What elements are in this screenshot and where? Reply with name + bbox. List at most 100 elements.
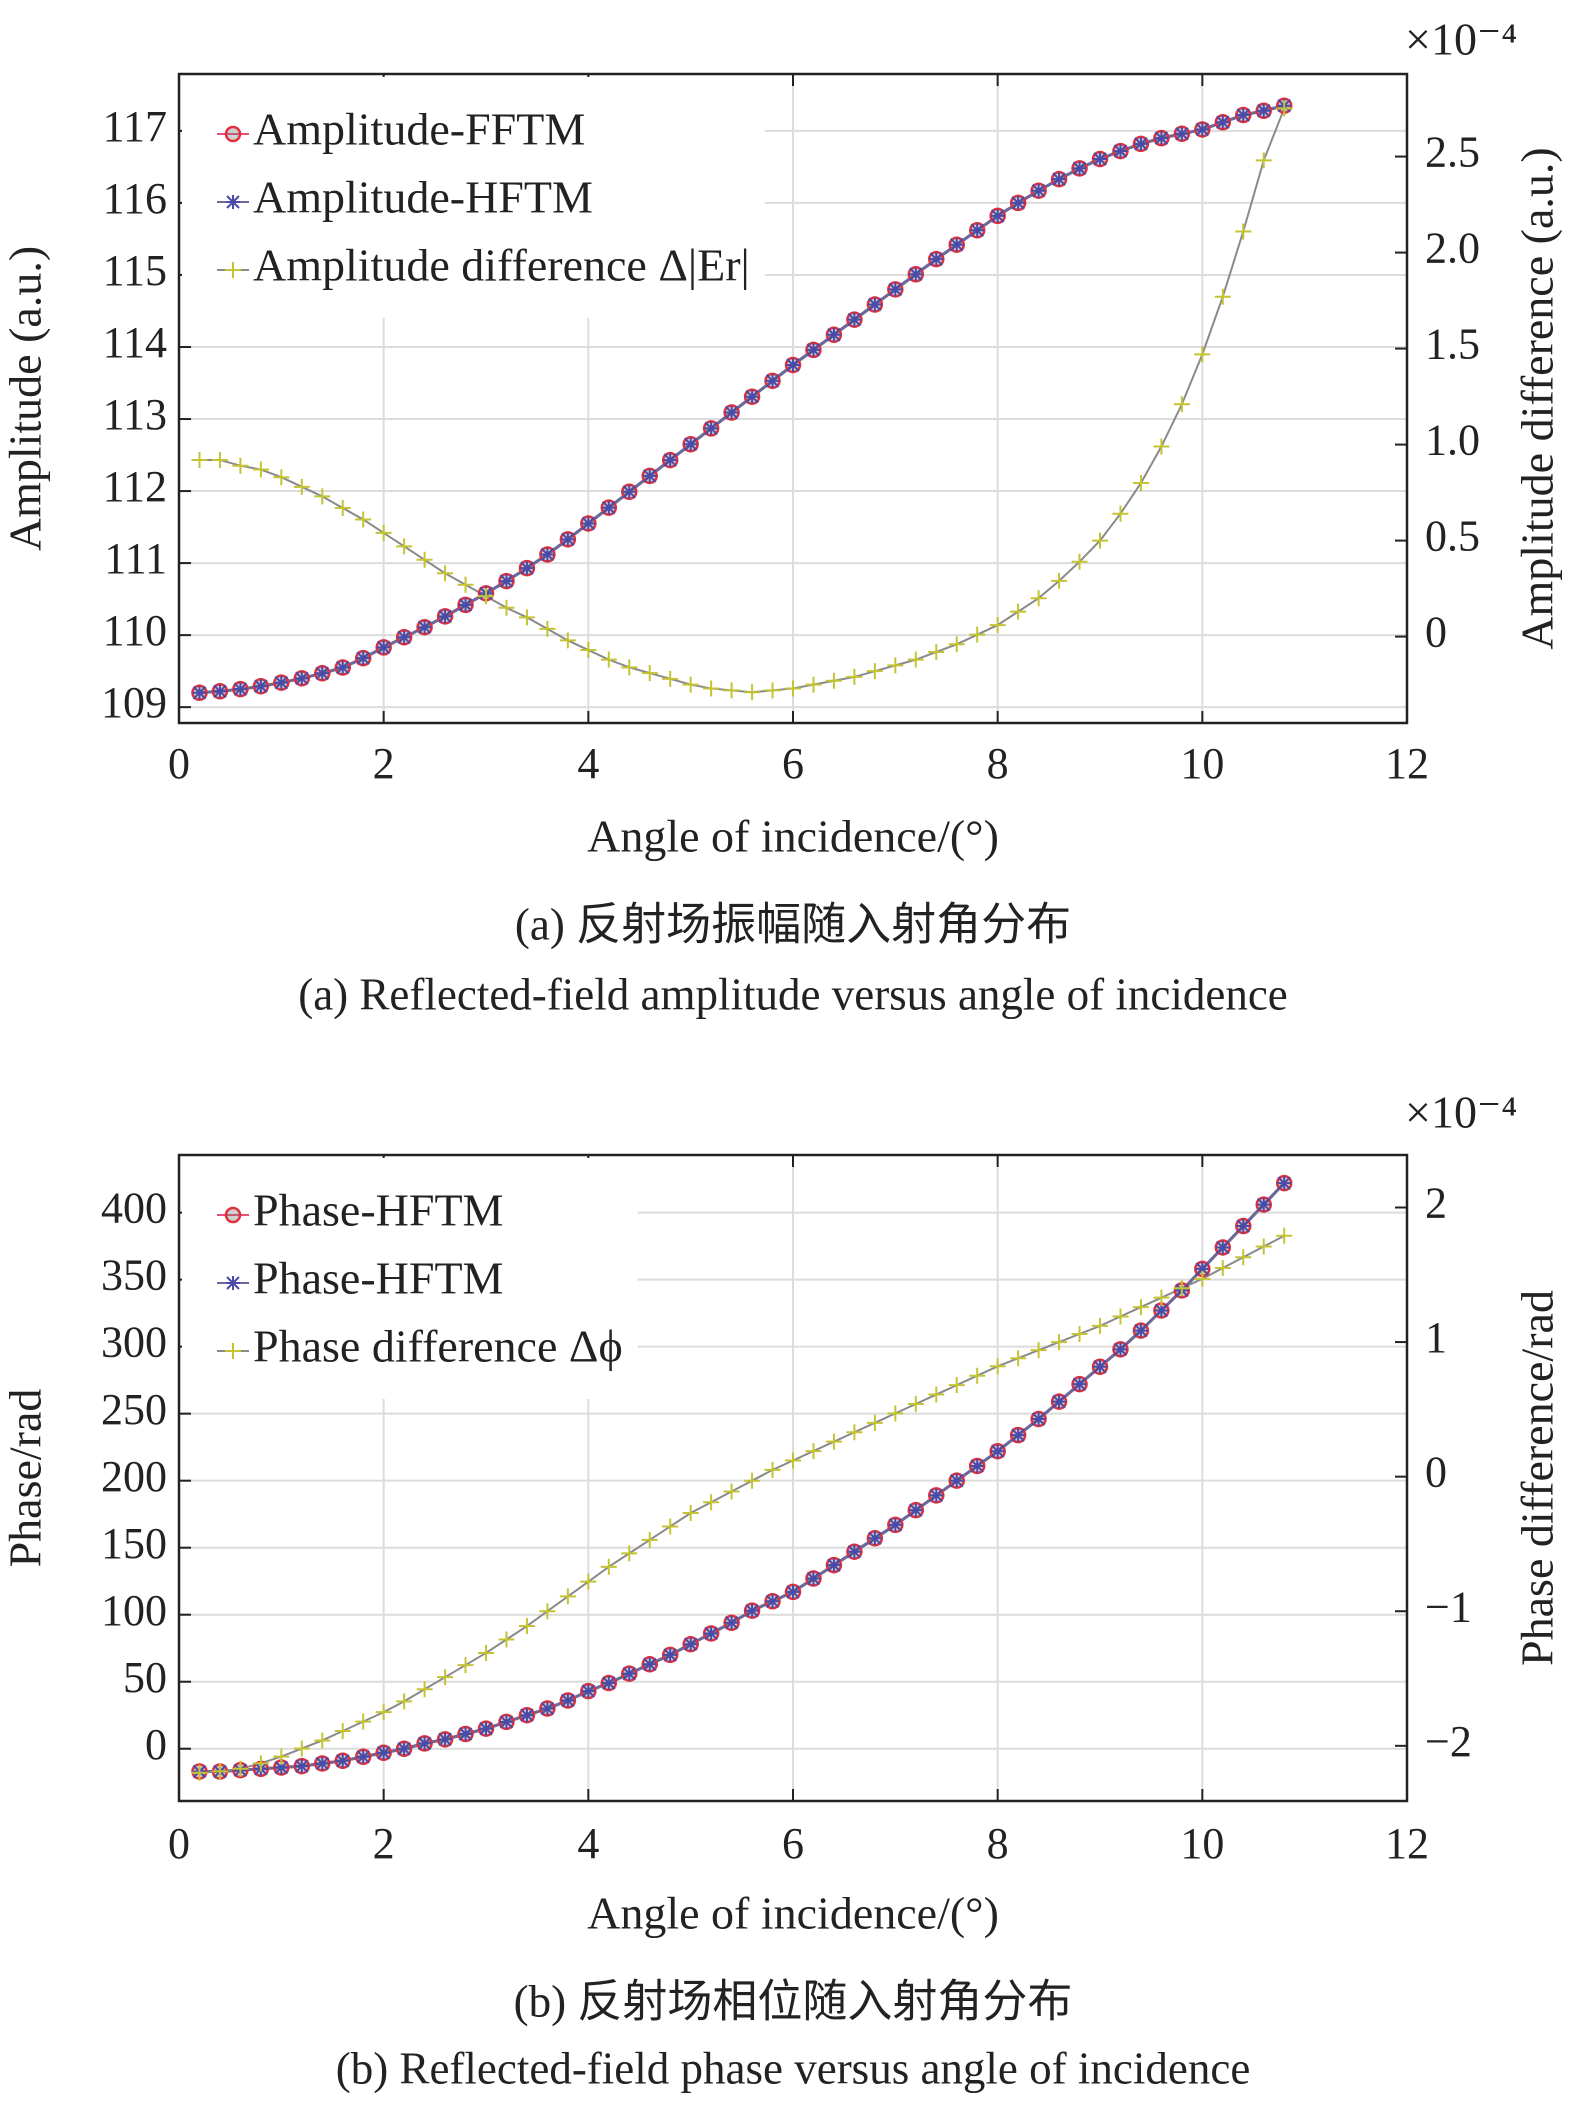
- point: [396, 1693, 413, 1710]
- point: [274, 1760, 289, 1775]
- point: [887, 1405, 904, 1422]
- point: [928, 1386, 945, 1403]
- point: [601, 500, 616, 515]
- point: [1071, 553, 1088, 570]
- x-tick-label: 10: [1180, 1819, 1224, 1868]
- legend-label: Amplitude-FFTM: [253, 104, 585, 155]
- point: [498, 599, 515, 616]
- y-tick-label: 113: [103, 390, 167, 439]
- y2-tick-label: 2.5: [1425, 128, 1480, 177]
- point: [887, 657, 904, 674]
- point: [580, 642, 597, 659]
- x-tick-label: 12: [1385, 1819, 1429, 1868]
- point: [888, 1517, 903, 1532]
- point: [682, 676, 699, 693]
- point: [335, 1753, 350, 1768]
- y-tick-label: 114: [103, 318, 167, 367]
- y-tick-label: 115: [103, 246, 167, 295]
- point: [580, 1573, 597, 1590]
- point: [786, 1584, 800, 1599]
- point: [1030, 1342, 1047, 1359]
- point: [1133, 136, 1148, 151]
- point: [805, 676, 822, 693]
- point: [518, 1618, 535, 1635]
- point: [704, 1626, 719, 1641]
- point: [498, 1631, 515, 1648]
- point: [376, 640, 391, 655]
- point: [293, 478, 310, 495]
- point: [764, 1461, 781, 1478]
- point: [1194, 346, 1211, 363]
- point: [1031, 1412, 1046, 1427]
- point: [990, 208, 1005, 223]
- point: [1112, 505, 1129, 522]
- point: [704, 421, 719, 436]
- point: [866, 1414, 883, 1431]
- point: [294, 1759, 309, 1774]
- caption: (a) 反射场振幅随入射角分布: [515, 899, 1071, 949]
- legend-label: Phase-HFTM: [253, 1253, 503, 1304]
- legend-label: Amplitude difference Δ|Er|: [253, 240, 750, 291]
- point: [600, 1558, 617, 1575]
- y2-multiplier: ×10⁻⁴: [1405, 14, 1517, 65]
- point: [334, 1723, 351, 1740]
- y2-tick-label: 2: [1425, 1179, 1447, 1228]
- point: [417, 1736, 432, 1751]
- point: [989, 1358, 1006, 1375]
- point: [642, 1657, 657, 1672]
- point: [745, 1603, 760, 1618]
- point: [375, 524, 392, 541]
- point: [356, 651, 371, 666]
- point: [969, 1367, 986, 1384]
- point: [662, 1518, 679, 1535]
- point: [581, 1684, 596, 1699]
- point: [1215, 1240, 1230, 1255]
- point: [559, 1588, 576, 1605]
- point: [416, 551, 433, 568]
- point: [1255, 1238, 1272, 1255]
- point: [866, 663, 883, 680]
- point: [847, 1544, 862, 1559]
- point: [867, 297, 882, 312]
- point: [519, 561, 534, 576]
- y2-tick-label: 1.0: [1425, 416, 1480, 465]
- caption-en: (b) Reflected-field phase versus angle o…: [336, 2043, 1251, 2093]
- x-axis-label: Angle of incidence/(°): [587, 811, 999, 862]
- series-line: [199, 108, 1286, 694]
- y2-axis-label: Phase difference/rad: [1512, 1290, 1563, 1666]
- point: [641, 1531, 658, 1548]
- point: [355, 511, 372, 528]
- point: [1051, 1334, 1068, 1351]
- y2-tick-label: 0: [1425, 1448, 1447, 1497]
- point: [314, 488, 331, 505]
- point: [765, 1594, 780, 1609]
- x-tick-label: 12: [1385, 739, 1429, 788]
- point: [970, 1458, 985, 1473]
- x-tick-label: 8: [987, 1819, 1009, 1868]
- point: [294, 671, 309, 686]
- point: [786, 358, 800, 373]
- y-axis-label: Amplitude (a.u.): [0, 246, 51, 551]
- point: [1235, 223, 1252, 240]
- point: [948, 1377, 965, 1394]
- point: [1011, 195, 1026, 210]
- point: [211, 451, 228, 468]
- point: [1132, 1299, 1149, 1316]
- point: [191, 1764, 208, 1781]
- point: [1173, 396, 1190, 413]
- point: [826, 1558, 841, 1573]
- point: [335, 660, 350, 675]
- y-tick-label: 110: [103, 606, 167, 655]
- point: [1010, 603, 1027, 620]
- legend-label: Phase difference Δϕ: [253, 1321, 623, 1372]
- point: [724, 1615, 739, 1630]
- point: [908, 1503, 923, 1518]
- point: [825, 672, 842, 689]
- x-tick-label: 0: [168, 739, 190, 788]
- point: [397, 630, 412, 645]
- y-tick-label: 109: [101, 678, 167, 727]
- point: [252, 461, 269, 478]
- y-tick-label: 117: [103, 102, 167, 151]
- point: [642, 468, 657, 483]
- point: [540, 547, 555, 562]
